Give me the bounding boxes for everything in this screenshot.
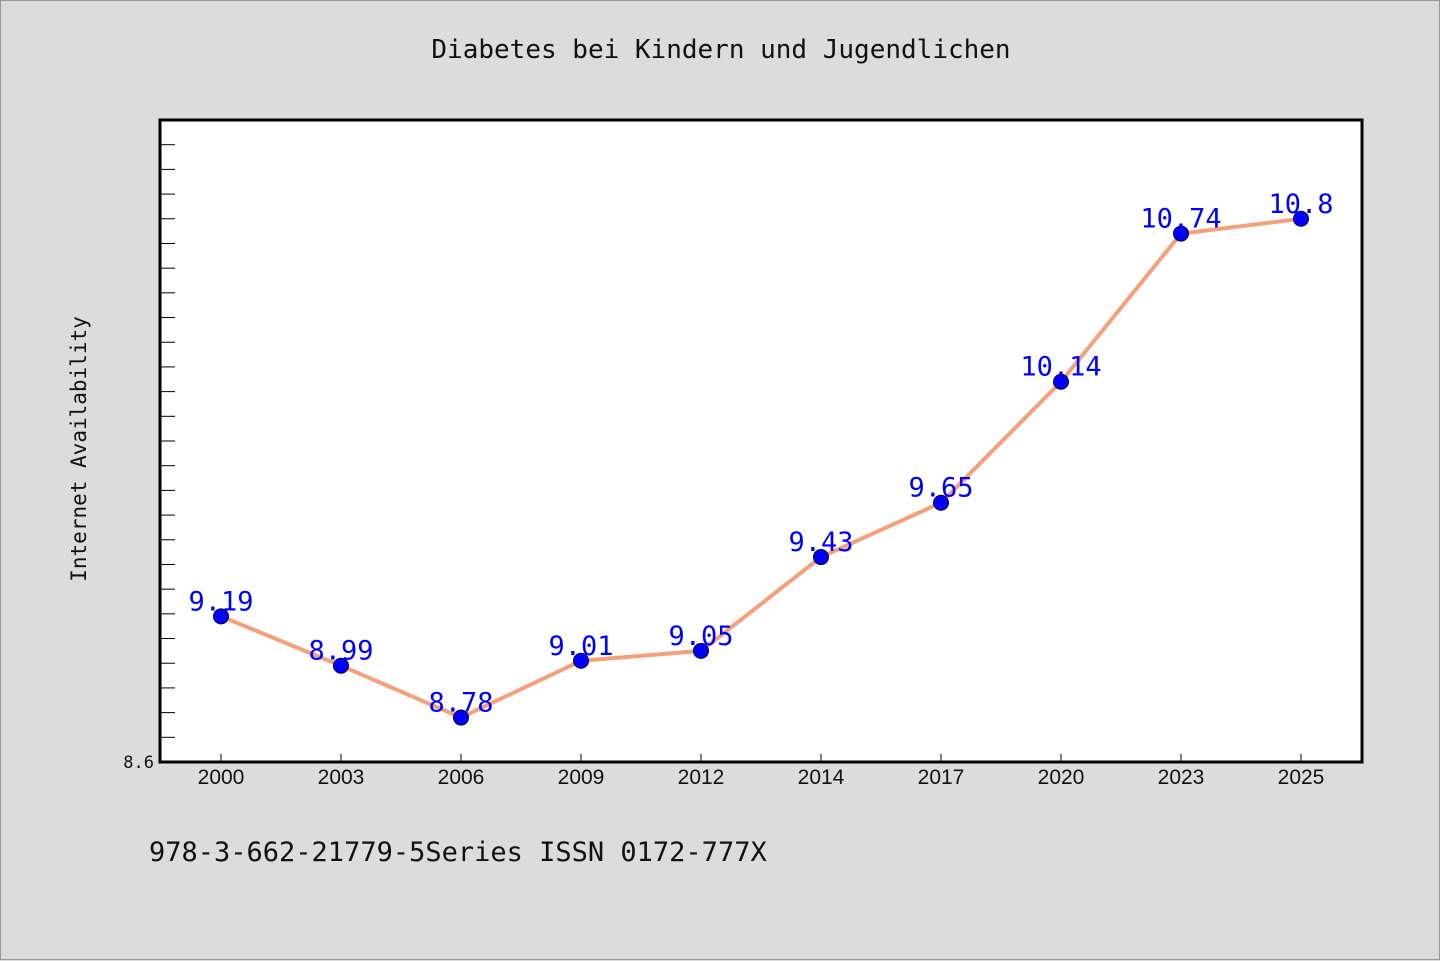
x-tick-label: 2023: [1158, 766, 1205, 789]
data-label: 10.14: [1020, 352, 1101, 383]
data-label: 9.65: [908, 473, 973, 504]
series-line: [220, 216, 1302, 720]
y-tick-label: 8.6: [123, 753, 154, 773]
data-point: [213, 608, 229, 625]
data-label: 9.43: [788, 527, 853, 558]
x-tick-label: 2006: [438, 766, 485, 789]
x-tick-label: 2017: [918, 766, 965, 789]
data-point: [933, 494, 949, 511]
data-point: [1053, 373, 1069, 390]
x-tick-label: 2025: [1278, 766, 1325, 789]
x-axis-ticks: 2000 2003 2006 2009 2012 2014 2017 2020 2023 2025: [198, 754, 1325, 789]
x-tick-label: 2012: [678, 766, 725, 789]
data-point: [693, 642, 709, 659]
x-tick-label: 2020: [1038, 766, 1085, 789]
chart-title: Diabetes bei Kindern und Jugendlichen: [431, 35, 1011, 65]
x-tick-label: 2009: [558, 766, 605, 789]
data-label: 9.19: [188, 586, 253, 617]
data-point: [333, 657, 349, 674]
data-label: 9.01: [548, 631, 613, 662]
data-label: 8.99: [308, 636, 373, 667]
data-point: [1293, 210, 1309, 227]
y-axis-ticks: 8.6: [123, 144, 175, 773]
data-point: [813, 549, 829, 566]
footer-isbn-issn: 978-3-662-21779-5Series ISSN 0172-777X: [149, 837, 767, 868]
x-tick-label: 2014: [798, 766, 845, 789]
data-label: 9.05: [668, 621, 733, 652]
data-point: [1173, 225, 1189, 242]
x-tick-label: 2000: [198, 766, 245, 789]
x-tick-label: 2003: [318, 766, 365, 789]
data-point: [453, 709, 469, 726]
series-group: 9.19 8.99 8.78 9.01 9.05 9.43 9.65 10.14 10.74 10…: [188, 189, 1334, 726]
data-label: 8.78: [428, 688, 493, 719]
data-label: 10.74: [1140, 204, 1221, 235]
plot-area: [158, 118, 1364, 764]
data-point: [573, 652, 589, 669]
data-label: 10.8: [1268, 189, 1333, 220]
